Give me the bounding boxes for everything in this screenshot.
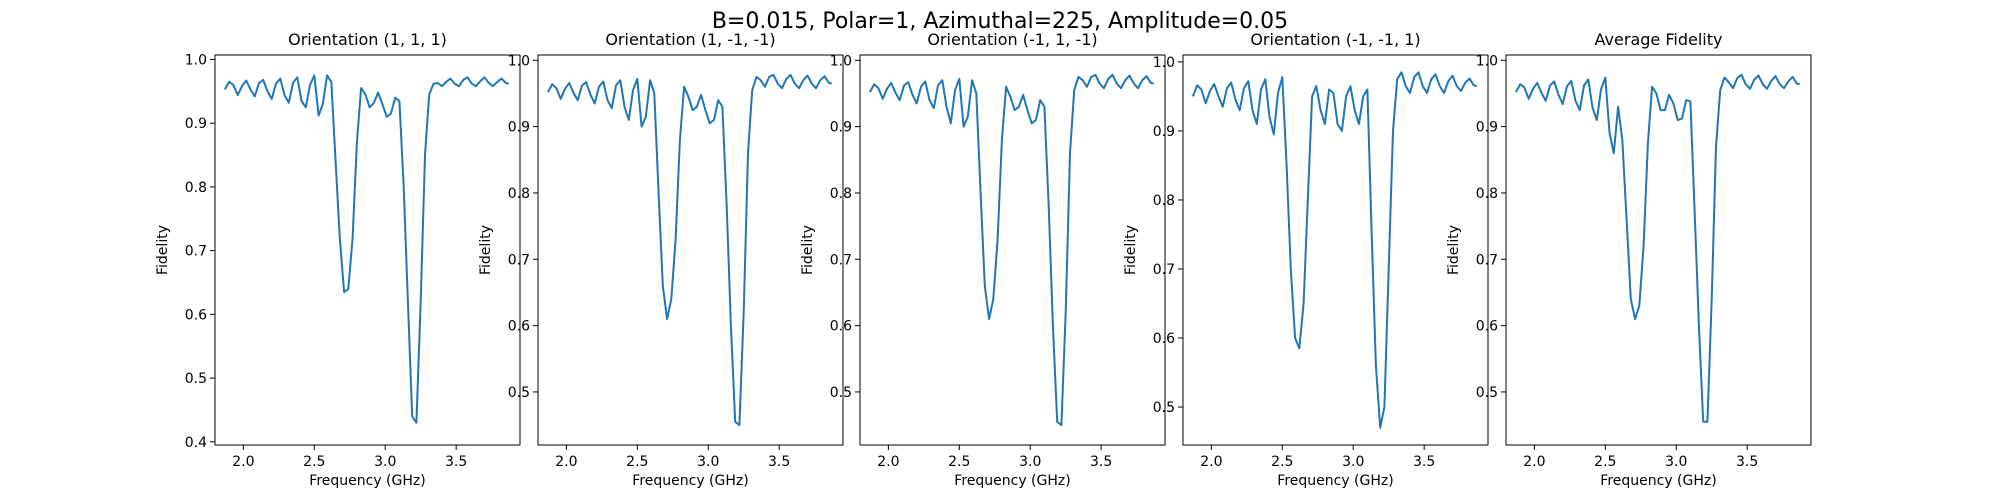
x-axis-label: Frequency (GHz) [632, 473, 748, 489]
y-tick-label: 1.0 [1153, 55, 1175, 71]
subplot-title: Orientation (1, -1, -1) [605, 30, 775, 49]
x-tick-label: 2.5 [1594, 454, 1616, 470]
y-tick-label: 0.9 [1153, 124, 1175, 140]
axes-frame [214, 54, 521, 446]
y-tick-label: 0.6 [185, 307, 207, 323]
y-axis-label: Fidelity [1446, 225, 1462, 275]
y-tick-label: 0.9 [185, 116, 207, 132]
y-tick-label: 0.5 [830, 385, 852, 401]
fidelity-line-series-1 [224, 74, 509, 424]
y-tick-label: 1.0 [185, 52, 207, 68]
y-tick-label: 0.7 [830, 252, 852, 268]
y-tick-label: 1.0 [1476, 53, 1498, 69]
y-tick-label: 0.7 [508, 252, 530, 268]
y-tick-label: 0.5 [508, 385, 530, 401]
x-tick-label: 2.5 [948, 454, 970, 470]
fidelity-line-series-1 [1191, 71, 1477, 429]
x-tick-label: 3.5 [445, 454, 467, 470]
y-tick-label: 0.8 [1476, 186, 1498, 202]
y-tick-label: 0.9 [508, 120, 530, 136]
x-tick-label: 3.5 [1736, 454, 1758, 470]
figure-title: B=0.015, Polar=1, Azimuthal=225, Amplitu… [712, 9, 1288, 34]
y-tick-label: 0.6 [1476, 319, 1498, 335]
subplot-3: 2.0 2.5 3.0 3.5 0.5 0.6 0.7 0.8 0.9 1.0 Orientatio… [800, 30, 1166, 489]
x-axis-label: Frequency (GHz) [1600, 473, 1716, 489]
y-axis-label: Fidelity [155, 225, 171, 275]
x-axis-label: Frequency (GHz) [309, 473, 425, 489]
y-tick-label: 0.8 [1153, 193, 1175, 209]
x-tick-label: 2.0 [232, 454, 254, 470]
x-tick-label: 3.0 [1019, 454, 1041, 470]
fidelity-line-series-1 [869, 73, 1154, 427]
y-tick-label: 0.9 [830, 120, 852, 136]
subplot-title: Average Fidelity [1595, 30, 1723, 49]
x-axis-label: Frequency (GHz) [1277, 473, 1393, 489]
y-axis-label: Fidelity [478, 225, 494, 275]
y-tick-label: 0.5 [1476, 385, 1498, 401]
subplot-grid: 2.0 2.5 3.0 3.5 0.4 0.5 0.6 0.7 0.8 0.9 1.0 Orienta… [155, 30, 1812, 489]
y-tick-label: 1.0 [830, 53, 852, 69]
axes-frame [1182, 54, 1489, 446]
x-tick-label: 2.5 [1271, 454, 1293, 470]
x-tick-label: 3.0 [1665, 454, 1687, 470]
y-tick-label: 0.7 [1476, 252, 1498, 268]
axes-frame [537, 54, 844, 446]
y-tick-label: 0.7 [1153, 262, 1175, 278]
x-tick-label: 3.5 [768, 454, 790, 470]
x-axis-label: Frequency (GHz) [954, 473, 1070, 489]
y-tick-label: 0.5 [1153, 400, 1175, 416]
x-tick-label: 2.0 [1523, 454, 1545, 470]
y-tick-label: 0.8 [508, 186, 530, 202]
subplot-2: 2.0 2.5 3.0 3.5 0.5 0.6 0.7 0.8 0.9 1.0 Orientatio… [478, 30, 844, 489]
y-tick-label: 0.8 [185, 180, 207, 196]
y-tick-label: 0.6 [508, 319, 530, 335]
fidelity-line-series-1 [547, 73, 832, 427]
y-tick-label: 0.5 [185, 371, 207, 387]
y-tick-label: 0.4 [185, 435, 207, 451]
subplot-title: Orientation (-1, -1, 1) [1250, 30, 1420, 49]
fidelity-line-series-1 [1515, 73, 1800, 423]
subplot-5: 2.0 2.5 3.0 3.5 0.5 0.6 0.7 0.8 0.9 1.0 Average Fi… [1446, 30, 1812, 489]
y-tick-label: 0.8 [830, 186, 852, 202]
x-tick-label: 3.5 [1090, 454, 1112, 470]
x-tick-label: 2.0 [555, 454, 577, 470]
x-tick-label: 2.0 [1200, 454, 1222, 470]
y-tick-label: 0.9 [1476, 120, 1498, 136]
x-tick-label: 2.5 [626, 454, 648, 470]
x-tick-label: 3.5 [1413, 454, 1435, 470]
x-tick-label: 2.5 [303, 454, 325, 470]
subplot-title: Orientation (-1, 1, -1) [927, 30, 1097, 49]
y-tick-label: 0.6 [1153, 331, 1175, 347]
axes-frame [1505, 54, 1812, 446]
y-tick-label: 0.7 [185, 244, 207, 260]
subplot-title: Orientation (1, 1, 1) [288, 30, 447, 49]
y-tick-label: 1.0 [508, 53, 530, 69]
y-axis-label: Fidelity [1123, 225, 1139, 275]
y-tick-label: 0.6 [830, 319, 852, 335]
y-axis-label: Fidelity [800, 225, 816, 275]
x-tick-label: 2.0 [877, 454, 899, 470]
x-tick-label: 3.0 [1342, 454, 1364, 470]
x-tick-label: 3.0 [697, 454, 719, 470]
subplot-4: 2.0 2.5 3.0 3.5 0.5 0.6 0.7 0.8 0.9 1.0 Orientatio… [1123, 30, 1489, 489]
axes-frame [859, 54, 1166, 446]
x-tick-label: 3.0 [374, 454, 396, 470]
subplot-1: 2.0 2.5 3.0 3.5 0.4 0.5 0.6 0.7 0.8 0.9 1.0 Orienta… [155, 30, 521, 489]
